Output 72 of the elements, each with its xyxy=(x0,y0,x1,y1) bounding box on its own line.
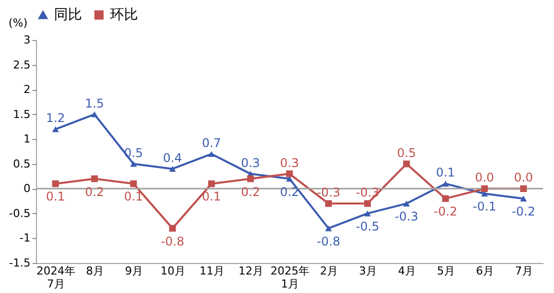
point xyxy=(130,180,137,188)
y-tick-label: 1 xyxy=(24,132,30,146)
y-tick-label: 2.5 xyxy=(13,58,30,72)
point xyxy=(208,151,215,157)
data-label: 0.0 xyxy=(474,170,494,185)
point xyxy=(52,180,59,188)
data-label: 0.5 xyxy=(396,146,416,160)
y-tick-label: 2 xyxy=(24,83,30,96)
data-label: -0.3 xyxy=(316,186,340,200)
x-tick-label: 10月 xyxy=(160,264,186,278)
data-label: -0.8 xyxy=(160,234,184,248)
y-tick-label: -1.5 xyxy=(9,256,30,270)
legend-label: 环比 xyxy=(110,7,138,23)
x-tick-label: 9月 xyxy=(125,264,143,278)
point xyxy=(325,200,332,207)
x-tick-label: 2024年 7月 xyxy=(36,264,76,290)
point xyxy=(442,195,449,202)
data-label: -0.1 xyxy=(472,200,496,214)
data-label: 1.2 xyxy=(46,111,66,126)
x-tick-label: 4月 xyxy=(398,264,416,278)
data-label: 0.2 xyxy=(240,184,260,199)
data-label: -0.8 xyxy=(316,234,340,248)
y-tick-label: 0 xyxy=(24,182,30,196)
x-tick-label: 11月 xyxy=(200,264,224,278)
point xyxy=(169,166,176,172)
point xyxy=(364,200,371,207)
point xyxy=(364,210,371,216)
data-label: -0.3 xyxy=(394,210,418,224)
y-axis-title: (%) xyxy=(8,16,28,30)
data-label: 0.1 xyxy=(124,190,144,204)
x-tick-label: 12月 xyxy=(238,264,264,278)
data-label: 0.2 xyxy=(84,184,104,199)
data-label: -0.5 xyxy=(356,219,380,234)
point xyxy=(91,175,98,182)
x-tick-label: 5月 xyxy=(437,264,455,278)
data-label: -0.2 xyxy=(434,204,458,219)
point xyxy=(208,180,215,188)
point xyxy=(52,126,59,132)
x-tick-label: 2月 xyxy=(320,264,338,278)
legend-label: 同比 xyxy=(54,7,82,23)
data-label: 0.3 xyxy=(240,156,260,170)
point xyxy=(442,180,449,187)
point xyxy=(403,200,410,206)
point xyxy=(130,160,137,167)
x-tick-label: 2025年 1月 xyxy=(270,264,310,290)
point xyxy=(169,224,176,232)
y-tick-label: 1.5 xyxy=(13,108,30,121)
y-tick-label: -0.5 xyxy=(9,206,30,220)
point xyxy=(286,170,293,178)
data-label: 0.2 xyxy=(280,184,300,199)
data-label: 1.5 xyxy=(84,96,104,110)
data-label: 0.0 xyxy=(514,170,534,185)
point xyxy=(520,196,527,202)
data-label: 0.4 xyxy=(162,150,182,165)
y-tick-label: 3 xyxy=(24,34,30,46)
y-tick-label: 0.5 xyxy=(13,157,30,170)
point xyxy=(91,111,98,118)
data-label: -0.2 xyxy=(512,204,536,219)
point xyxy=(325,225,332,232)
data-label: 0.1 xyxy=(436,166,456,180)
x-tick-label: 7月 xyxy=(515,264,533,278)
point xyxy=(403,160,410,168)
data-label: 0.1 xyxy=(46,190,66,204)
x-tick-label: 6月 xyxy=(476,264,494,278)
point xyxy=(481,185,488,192)
x-tick-label: 3月 xyxy=(359,264,377,278)
point xyxy=(247,175,254,182)
x-tick-label: 8月 xyxy=(86,264,104,278)
data-label: 0.7 xyxy=(202,136,222,150)
y-tick-label: -1 xyxy=(20,232,30,245)
data-label: 0.3 xyxy=(280,156,300,170)
point xyxy=(520,185,527,192)
